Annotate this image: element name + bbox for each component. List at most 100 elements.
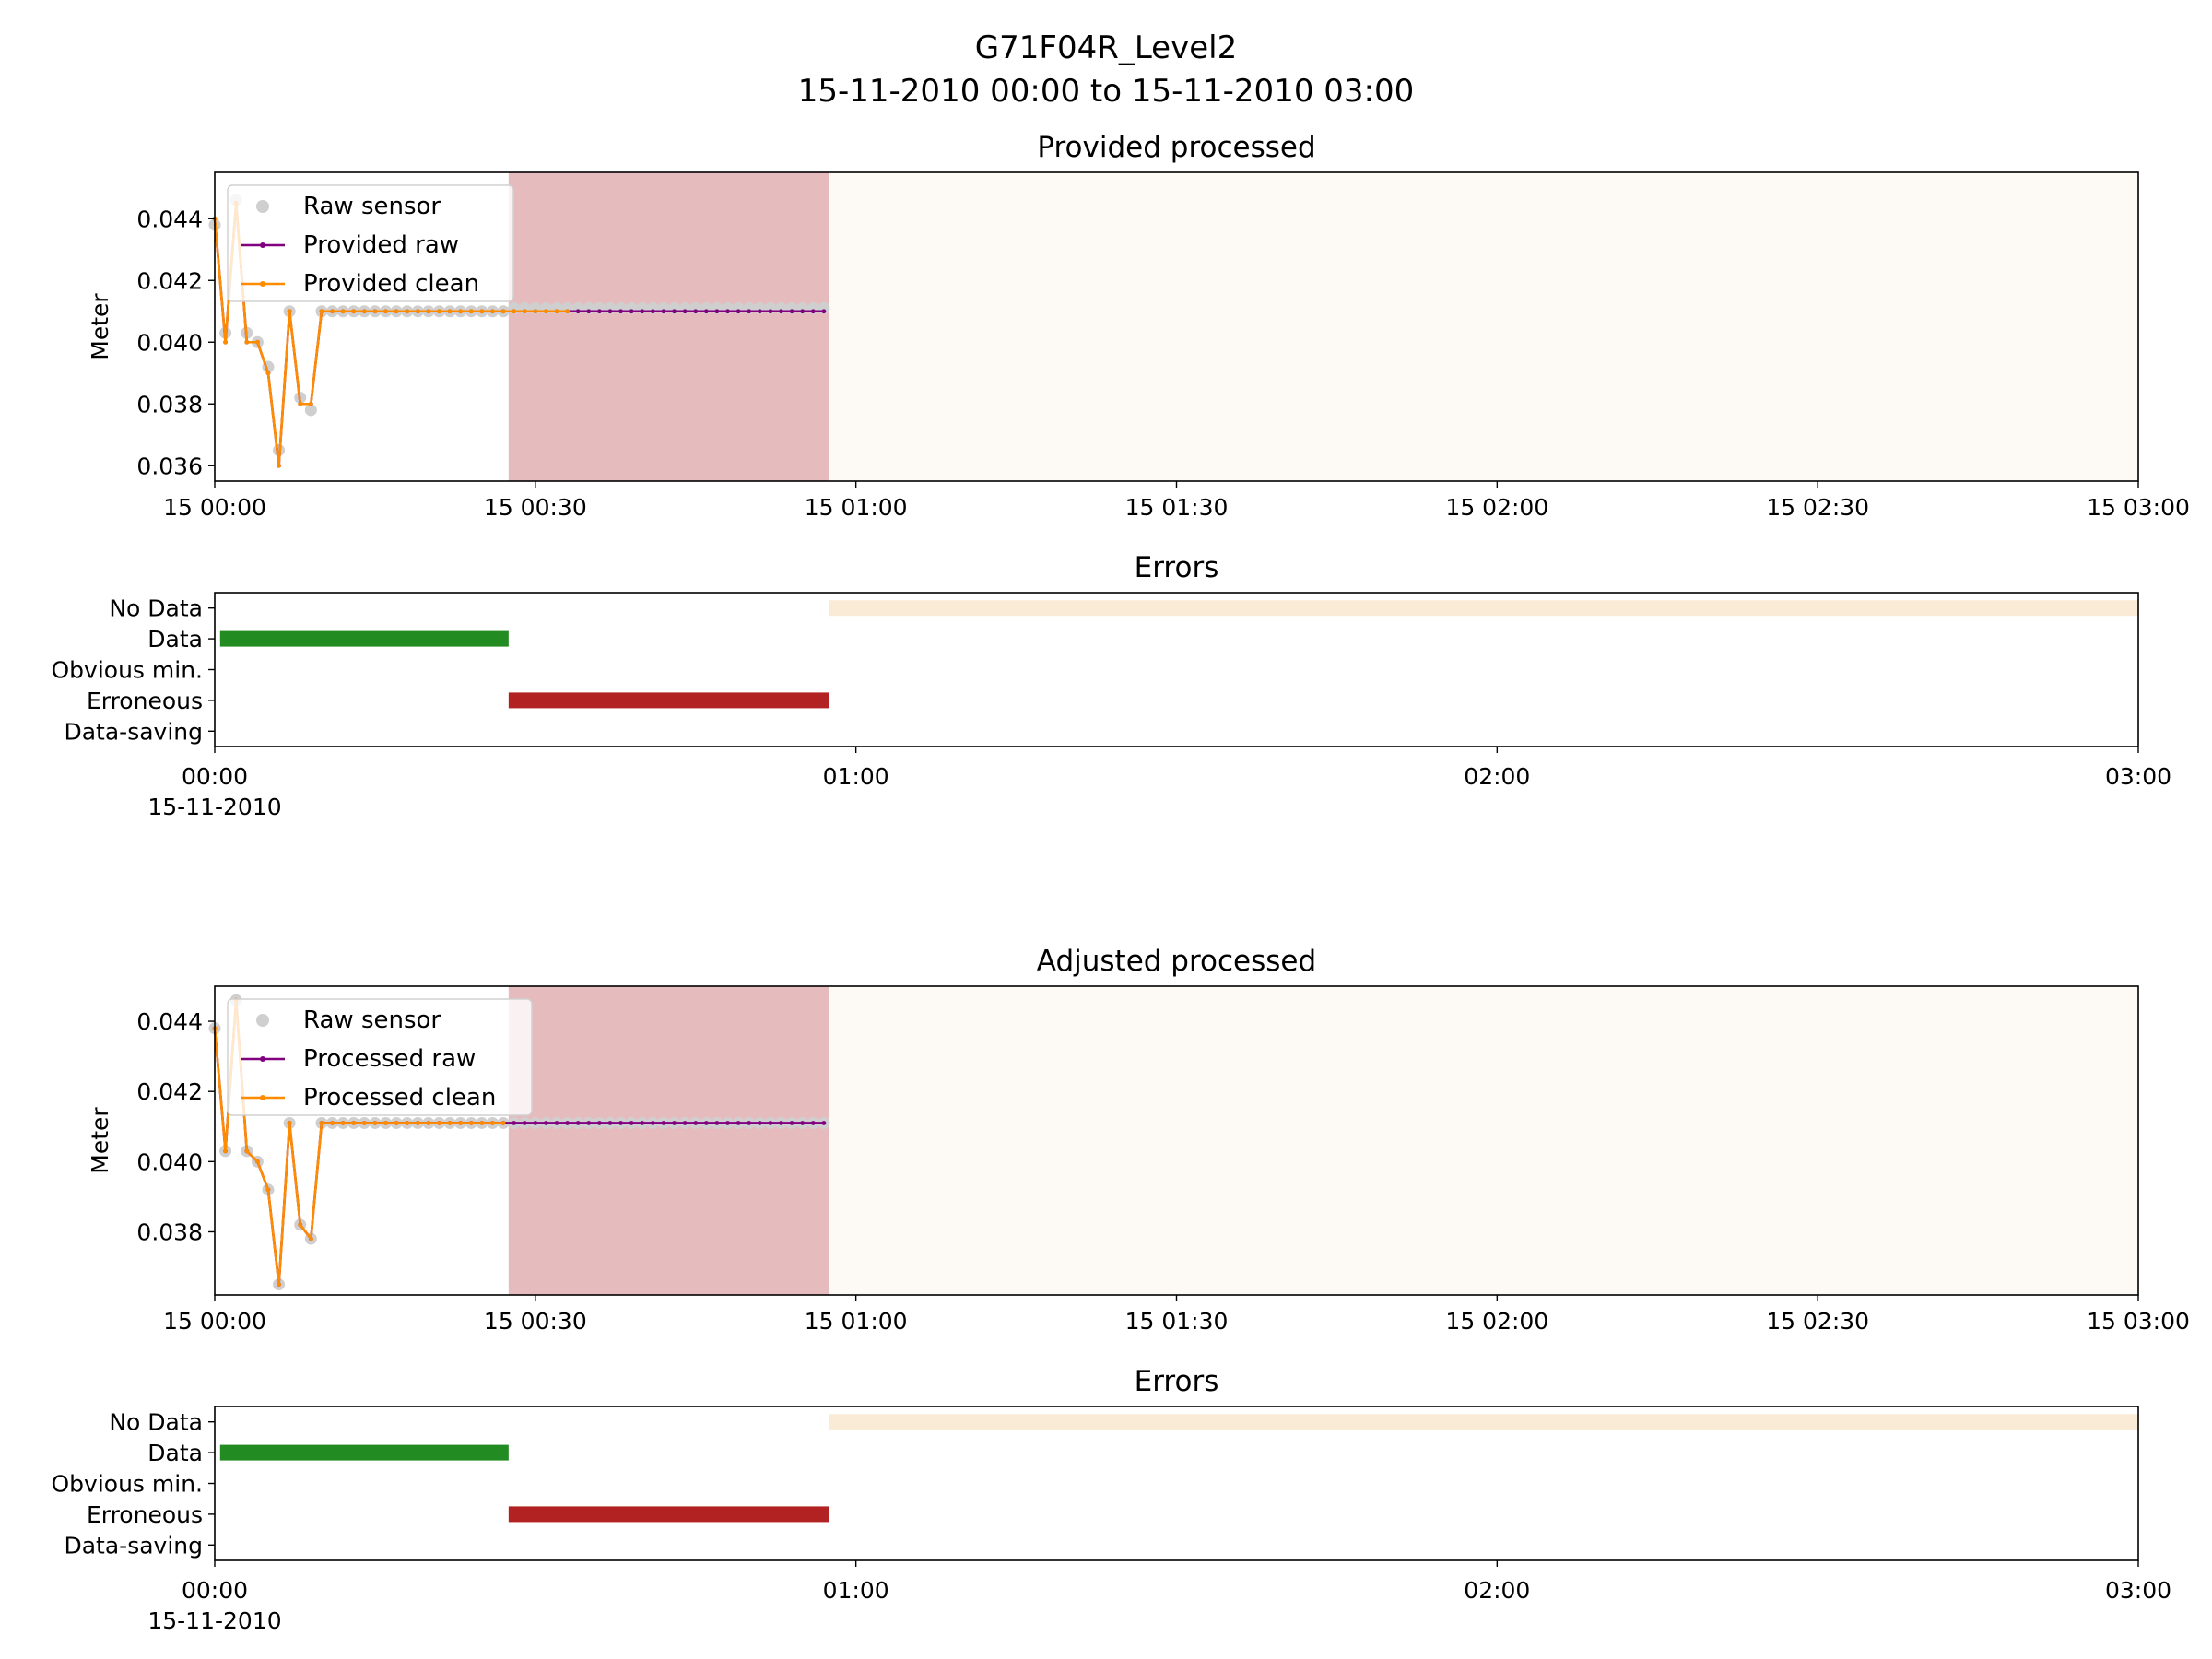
clean-point bbox=[308, 1236, 313, 1241]
y-axis-label: Meter bbox=[87, 1107, 113, 1174]
clean-point bbox=[490, 1121, 495, 1125]
clean-point bbox=[372, 1121, 378, 1125]
raw-point bbox=[789, 309, 794, 314]
clean-point bbox=[223, 1148, 228, 1154]
shaded-span-erroneous bbox=[508, 172, 830, 481]
raw-point bbox=[810, 1121, 816, 1125]
legend-label: Processed raw bbox=[303, 1045, 476, 1073]
raw-point bbox=[672, 309, 677, 314]
shaded-span-no_data bbox=[829, 986, 2138, 1295]
clean-point bbox=[330, 1121, 335, 1125]
raw-point bbox=[554, 1121, 559, 1125]
x-tick-label: 15 01:00 bbox=[805, 1308, 908, 1335]
raw-point bbox=[661, 309, 666, 314]
clean-point bbox=[383, 309, 388, 314]
raw-point bbox=[821, 309, 827, 314]
category-label: No Data bbox=[109, 1409, 203, 1436]
raw-point bbox=[800, 1121, 806, 1125]
category-label: Erroneous bbox=[87, 688, 203, 714]
clean-point bbox=[394, 1121, 399, 1125]
legend-marker-raw-sensor bbox=[256, 200, 269, 213]
raw-point bbox=[629, 1121, 634, 1125]
legend-label: Processed clean bbox=[303, 1084, 496, 1112]
raw-point bbox=[682, 309, 688, 314]
clean-point bbox=[276, 1282, 281, 1287]
x-tick-label: 15 03:00 bbox=[2087, 1308, 2190, 1335]
raw-point bbox=[725, 1121, 730, 1125]
clean-point bbox=[533, 309, 538, 314]
error-bar-no-data bbox=[829, 1414, 2138, 1430]
x-tick-label: 01:00 bbox=[823, 1577, 889, 1604]
clean-point bbox=[458, 1121, 464, 1125]
raw-point bbox=[586, 1121, 592, 1125]
clean-point bbox=[394, 309, 399, 314]
raw-point bbox=[650, 1121, 655, 1125]
raw-point bbox=[672, 1121, 677, 1125]
shaded-span-erroneous bbox=[508, 986, 830, 1295]
x-tick-sublabel: 15-11-2010 bbox=[147, 1607, 281, 1634]
category-label: Obvious min. bbox=[52, 657, 204, 684]
raw-point bbox=[629, 309, 634, 314]
clean-point bbox=[351, 309, 357, 314]
raw-point bbox=[735, 309, 741, 314]
x-tick-label: 03:00 bbox=[2105, 1577, 2171, 1604]
x-tick-label: 15 02:00 bbox=[1445, 1308, 1548, 1335]
clean-point bbox=[479, 309, 485, 314]
y-tick-label: 0.040 bbox=[136, 1148, 203, 1175]
clean-point bbox=[265, 1187, 271, 1193]
clean-point bbox=[287, 1121, 292, 1125]
clean-point bbox=[512, 309, 517, 314]
raw-sensor-point bbox=[304, 404, 317, 417]
clean-point bbox=[372, 309, 378, 314]
x-tick-label: 00:00 bbox=[182, 1577, 248, 1604]
x-tick-label: 15 01:30 bbox=[1125, 494, 1229, 521]
clean-point bbox=[265, 371, 271, 376]
legend-box bbox=[227, 998, 533, 1116]
clean-point bbox=[490, 309, 495, 314]
raw-point bbox=[768, 1121, 773, 1125]
y-tick-label: 0.038 bbox=[136, 391, 203, 418]
provided-errors-chart: Errors No Data Data Obvious min. Erroneous Da… bbox=[52, 551, 2172, 820]
clean-point bbox=[298, 1222, 303, 1228]
x-tick-label: 15 02:30 bbox=[1766, 1308, 1869, 1335]
clean-point bbox=[554, 309, 559, 314]
raw-point bbox=[725, 309, 730, 314]
x-tick-label: 15 02:00 bbox=[1445, 494, 1548, 521]
y-axis-label: Meter bbox=[87, 293, 113, 360]
clean-line bbox=[213, 1000, 504, 1285]
clean-point bbox=[319, 1121, 324, 1125]
raw-point bbox=[640, 1121, 645, 1125]
raw-point bbox=[768, 309, 773, 314]
clean-point bbox=[254, 339, 260, 345]
clean-point bbox=[340, 309, 346, 314]
x-tick-label: 15 00:00 bbox=[163, 1308, 266, 1335]
figure-title: G71F04R_Level2 bbox=[975, 29, 1237, 66]
clean-point bbox=[479, 1121, 485, 1125]
raw-point bbox=[661, 1121, 666, 1125]
legend-label: Raw sensor bbox=[303, 193, 441, 220]
clean-point bbox=[458, 309, 464, 314]
clean-point bbox=[405, 1121, 410, 1125]
x-tick-label: 15 00:00 bbox=[163, 494, 266, 521]
error-bar-data bbox=[219, 630, 509, 647]
category-label: Data bbox=[147, 626, 203, 653]
category-label: No Data bbox=[109, 595, 203, 622]
raw-point bbox=[597, 309, 602, 314]
clean-point bbox=[223, 339, 228, 345]
category-label: Data-saving bbox=[64, 1532, 203, 1559]
x-tick-label: 02:00 bbox=[1464, 763, 1530, 790]
raw-point bbox=[757, 1121, 762, 1125]
clean-point bbox=[415, 1121, 420, 1125]
clean-point bbox=[308, 401, 313, 406]
y-tick-label: 0.040 bbox=[136, 329, 203, 356]
x-tick-label: 01:00 bbox=[823, 763, 889, 790]
clean-point bbox=[244, 339, 250, 345]
y-tick-label: 0.036 bbox=[136, 453, 203, 479]
x-tick-label: 02:00 bbox=[1464, 1577, 1530, 1604]
clean-point bbox=[468, 309, 474, 314]
clean-point bbox=[287, 309, 292, 314]
raw-point bbox=[735, 1121, 741, 1125]
clean-point bbox=[468, 1121, 474, 1125]
raw-point bbox=[575, 309, 581, 314]
